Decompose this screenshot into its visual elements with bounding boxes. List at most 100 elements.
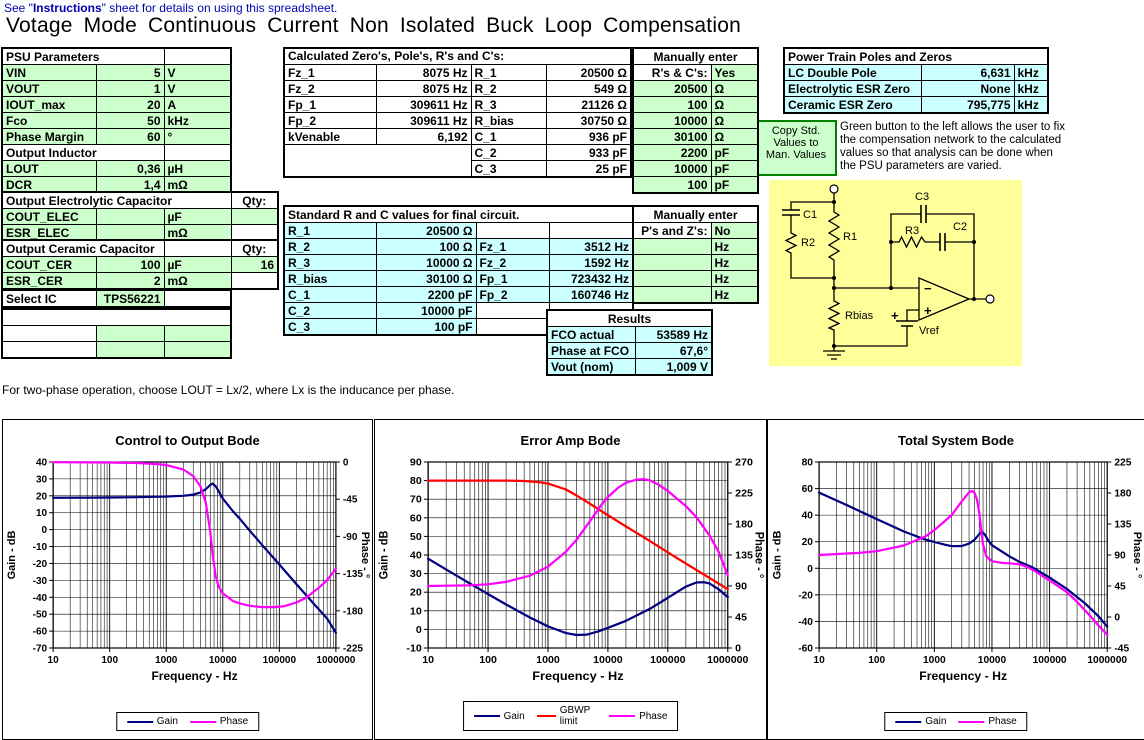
cell-100[interactable]: 100 xyxy=(632,176,712,194)
cell-16[interactable]: 16 xyxy=(230,256,279,273)
svg-text:-90: -90 xyxy=(343,532,358,543)
cell-6-192: 6,192 xyxy=(375,128,472,145)
cell-fz-1: Fz_1 xyxy=(475,238,550,255)
cell-esr-elec: ESR_ELEC xyxy=(1,224,97,242)
legend-label: Gain xyxy=(503,710,525,722)
series-gbwp-limit xyxy=(426,479,729,591)
svg-text:40: 40 xyxy=(410,551,422,562)
cell-100[interactable]: 100 xyxy=(632,96,712,113)
svg-text:Gain - dB: Gain - dB xyxy=(771,531,783,580)
power-train-poles-zeros: Power Train Poles and Zeros LC Double Pol… xyxy=(783,47,1049,114)
cell-empty xyxy=(163,47,232,65)
legend-item-gain: Gain xyxy=(473,710,525,722)
cell-67-6: 67,6° xyxy=(634,342,713,359)
copy-std-values-button[interactable]: Copy Std. Values to Man. Values xyxy=(755,120,837,176)
svg-text:80: 80 xyxy=(410,476,422,487)
cell-549: 549 Ω xyxy=(545,80,632,97)
cell-empty[interactable] xyxy=(163,341,232,359)
cell-lc-double-pole: LC Double Pole xyxy=(783,64,922,81)
svg-text:60: 60 xyxy=(802,484,814,495)
cell-10000[interactable]: 10000 xyxy=(632,160,712,177)
cell-empty[interactable] xyxy=(632,286,712,304)
legend-label: Gain xyxy=(925,716,947,727)
cell-a: A xyxy=(163,96,232,113)
svg-text:Phase - °: Phase - ° xyxy=(752,532,764,579)
cell-fp-1: Fp_1 xyxy=(475,270,550,287)
cell-: Ω xyxy=(710,128,759,145)
svg-text:70: 70 xyxy=(410,495,422,506)
cell-manually-enter: Manually enter xyxy=(632,205,759,223)
cell-empty[interactable] xyxy=(230,208,279,225)
cell-empty xyxy=(1,325,97,342)
cell-1[interactable]: 1 xyxy=(95,80,165,97)
cell-power-train-poles-and-zeros: Power Train Poles and Zeros xyxy=(783,47,1049,65)
manually-enter-rs-cs: Manually enter R's & C's: Yes 20500 Ω 100 Ω 100… xyxy=(632,47,759,194)
cell-f: µF xyxy=(163,256,232,273)
cell-hz: Hz xyxy=(710,254,759,271)
cell-no[interactable]: No xyxy=(710,222,759,239)
cell-yes[interactable]: Yes xyxy=(710,64,759,81)
cell-hz: Hz xyxy=(710,238,759,255)
cell-20500[interactable]: 20500 xyxy=(632,80,712,97)
psu-parameters: PSU Parameters VIN 5 V VOUT 1 V IOUT_max 20 A Fco 5… xyxy=(1,47,232,194)
cell-2[interactable]: 2 xyxy=(95,272,165,290)
cell-esr-cer: ESR_CER xyxy=(1,272,97,290)
cell-20[interactable]: 20 xyxy=(95,96,165,113)
copy-button-description: Green button to the left allows the user… xyxy=(840,121,1066,172)
svg-text:1000: 1000 xyxy=(923,655,946,666)
svg-text:90: 90 xyxy=(735,582,747,593)
cell-100: 100 Ω xyxy=(375,238,477,255)
cell-empty xyxy=(475,302,550,319)
opamp-plus-sign: + xyxy=(924,303,932,318)
cell-empty[interactable] xyxy=(95,341,165,359)
svg-text:-45: -45 xyxy=(343,495,358,506)
cell-100[interactable]: 100 xyxy=(95,256,165,273)
cell-2200[interactable]: 2200 xyxy=(632,144,712,161)
cell-khz: kHz xyxy=(1013,80,1049,97)
svg-text:-135: -135 xyxy=(343,569,363,580)
label-rbias: Rbias xyxy=(845,310,874,322)
cell-empty[interactable] xyxy=(95,208,165,225)
cell-empty[interactable] xyxy=(632,238,712,255)
series-gain xyxy=(426,557,729,637)
cell-50[interactable]: 50 xyxy=(95,112,165,129)
cell-empty[interactable] xyxy=(95,325,165,342)
cell-933-pf: 933 pF xyxy=(545,144,632,161)
cell-r-1: R_1 xyxy=(283,222,377,239)
legend-line xyxy=(958,720,985,723)
svg-text:-40: -40 xyxy=(798,617,813,628)
svg-text:-10: -10 xyxy=(406,644,422,655)
cell-0-36[interactable]: 0,36 xyxy=(95,160,165,177)
svg-text:1000000: 1000000 xyxy=(1087,655,1127,666)
cell-tps56221[interactable]: TPS56221 xyxy=(95,289,165,308)
results: Results FCO actual 53589 Hz Phase at FCO 67,… xyxy=(546,309,713,376)
circuit-wires xyxy=(782,193,986,360)
cell-5[interactable]: 5 xyxy=(95,64,165,81)
cell-30100[interactable]: 30100 xyxy=(632,128,712,145)
legend-label: Phase xyxy=(639,710,668,722)
cell-10000[interactable]: 10000 xyxy=(632,112,712,129)
svg-text:-20: -20 xyxy=(798,590,813,601)
svg-text:270: 270 xyxy=(735,458,753,469)
cell-fz-1: Fz_1 xyxy=(283,64,377,81)
cell-r-2: R_2 xyxy=(283,238,377,255)
cell-empty[interactable] xyxy=(163,325,232,342)
cell-empty[interactable] xyxy=(95,224,165,242)
cell-60[interactable]: 60 xyxy=(95,128,165,145)
svg-text:100000: 100000 xyxy=(650,655,686,666)
cell-empty[interactable] xyxy=(632,270,712,287)
cell-empty[interactable] xyxy=(632,254,712,271)
svg-text:10000: 10000 xyxy=(209,655,237,666)
cell-vout-nom: Vout (nom) xyxy=(546,358,636,376)
svg-text:Frequency - Hz: Frequency - Hz xyxy=(151,669,237,683)
legend-line xyxy=(189,720,216,723)
output-electrolytic-capacitor: Output Electrolytic Capacitor Qty: COUT_EL… xyxy=(1,191,279,242)
chart-title: Total System Bode xyxy=(897,433,1015,448)
cell-cout-cer: COUT_CER xyxy=(1,256,97,273)
cell-p-s-and-z-s: P's and Z's: xyxy=(632,222,712,239)
cell-r-s-c-s: R's & C's: xyxy=(632,64,712,81)
cell-empty xyxy=(475,222,550,239)
calculated-poles-zeros: Calculated Zero's, Pole's, R's and C's: F… xyxy=(283,47,632,178)
cell-2200-pf: 2200 pF xyxy=(375,286,477,303)
cell-: ° xyxy=(163,128,232,145)
